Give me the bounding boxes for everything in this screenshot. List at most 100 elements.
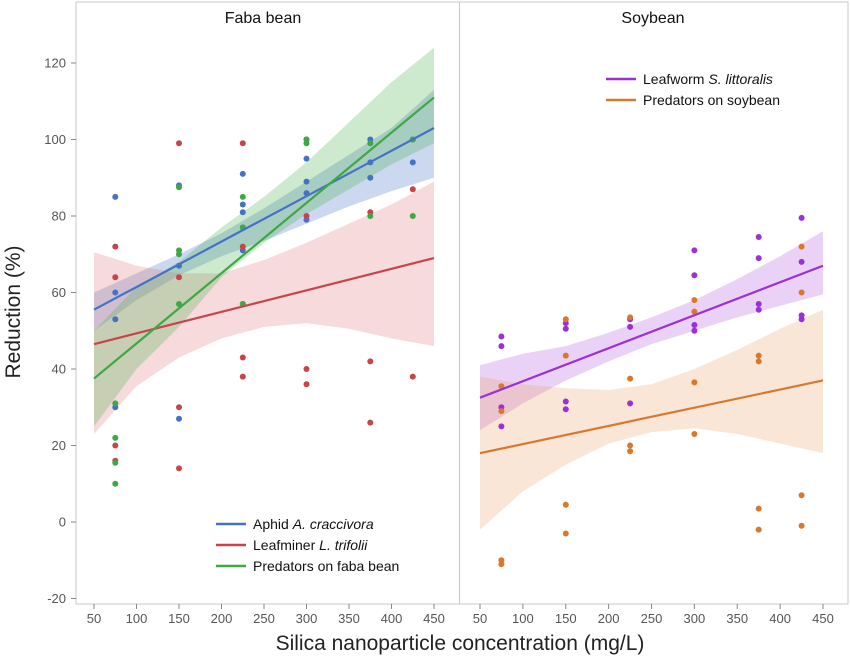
data-point <box>176 251 182 258</box>
data-point <box>239 209 246 216</box>
confidence-band <box>94 89 434 331</box>
y-tick-label: 0 <box>59 515 66 530</box>
data-point <box>239 373 246 380</box>
confidence-band <box>94 181 434 434</box>
y-tick-label: -20 <box>47 591 66 606</box>
x-axis-title: Silica nanoparticle concentration (mg/L) <box>276 632 645 655</box>
plot-frame <box>75 1 849 605</box>
data-point <box>498 343 505 350</box>
data-point <box>755 526 762 533</box>
data-point <box>798 214 805 221</box>
data-point <box>409 186 416 193</box>
data-point <box>239 354 246 361</box>
data-point <box>303 366 310 372</box>
panel-title: Soybean <box>621 10 684 27</box>
data-point <box>627 375 634 382</box>
x-tick-label: 200 <box>598 611 620 626</box>
x-tick-label: 100 <box>126 611 148 626</box>
regression-line <box>93 127 435 311</box>
legend-label: Aphid A. craccivora <box>253 516 374 532</box>
legend-label: Leafminer L. trifolii <box>253 537 368 553</box>
data-point <box>755 505 762 512</box>
data-point <box>176 404 182 411</box>
y-tick-label: 40 <box>52 362 66 377</box>
data-point <box>691 327 698 334</box>
x-tick-label: 50 <box>473 611 487 626</box>
regression-line <box>479 264 824 399</box>
data-point <box>176 465 182 472</box>
data-point <box>627 314 634 321</box>
y-tick-label: 120 <box>44 56 66 71</box>
data-point <box>798 243 805 250</box>
y-tick-label: 100 <box>44 132 66 147</box>
data-point <box>303 178 310 185</box>
x-tick-label: 250 <box>641 611 663 626</box>
legend: Leafworm S. littoralis Predators on soybe… <box>606 71 780 108</box>
data-point <box>627 323 634 330</box>
x-tick-label: 250 <box>253 611 275 626</box>
data-point <box>498 561 505 568</box>
y-axis: -20 0 20 40 60 80 100 120 <box>44 56 76 606</box>
x-tick-label: 400 <box>381 611 403 626</box>
data-point <box>112 442 119 449</box>
x-axis: 50 100 150 200 250 300 350 400 450 <box>473 604 834 626</box>
data-point <box>239 201 246 208</box>
data-point <box>498 408 505 415</box>
data-point <box>562 316 569 323</box>
data-point <box>112 400 119 407</box>
data-point <box>562 325 569 332</box>
data-point <box>755 352 762 359</box>
data-point <box>176 140 182 147</box>
data-point <box>691 297 698 304</box>
data-point <box>176 184 182 191</box>
data-point <box>367 419 374 426</box>
data-point <box>562 398 569 405</box>
panel-faba-bean: Faba bean 50 100 150 200 250 300 350 400 450 Aphid… <box>87 10 445 626</box>
x-tick-label: 350 <box>726 611 748 626</box>
data-point <box>112 459 119 466</box>
data-point <box>755 255 762 262</box>
data-point <box>409 213 416 219</box>
data-point <box>691 431 698 437</box>
data-point <box>176 415 182 422</box>
data-point <box>691 379 698 386</box>
data-point <box>562 352 569 359</box>
data-point <box>562 530 569 537</box>
legend-label: Predators on soybean <box>643 92 780 108</box>
data-point <box>176 274 182 281</box>
x-tick-label: 150 <box>168 611 190 626</box>
data-point <box>755 306 762 313</box>
regression-line <box>93 96 435 380</box>
data-point <box>239 140 246 147</box>
y-tick-label: 20 <box>52 438 66 453</box>
data-point <box>798 258 805 265</box>
legend: Aphid A. craccivora Leafminer L. trifolii… <box>216 516 399 574</box>
data-point <box>498 333 505 340</box>
data-point <box>303 381 310 388</box>
data-point <box>562 501 569 508</box>
data-point <box>367 140 374 147</box>
data-point <box>627 442 634 449</box>
data-point <box>798 522 805 529</box>
data-point <box>367 174 374 181</box>
data-point <box>367 358 374 365</box>
regression-line <box>93 257 435 346</box>
data-point <box>112 434 119 441</box>
y-axis-title: Reduction (%) <box>2 245 25 378</box>
data-point <box>409 159 416 166</box>
data-point <box>798 492 805 499</box>
x-tick-label: 150 <box>555 611 577 626</box>
data-point <box>755 234 762 240</box>
data-point <box>798 316 805 323</box>
data-point <box>627 400 634 407</box>
panels-layer: -20 0 20 40 60 80 100 120 Faba bean 50 100 150 200 25… <box>44 1 849 626</box>
data-point <box>112 193 119 200</box>
y-tick-label: 60 <box>52 285 66 300</box>
data-point <box>367 213 374 219</box>
data-point <box>755 301 762 307</box>
x-tick-label: 300 <box>296 611 318 626</box>
panel-soybean: Soybean 50 100 150 200 250 300 350 400 450 Leafwor… <box>473 10 834 626</box>
data-point <box>691 247 698 254</box>
x-tick-label: 200 <box>211 611 233 626</box>
